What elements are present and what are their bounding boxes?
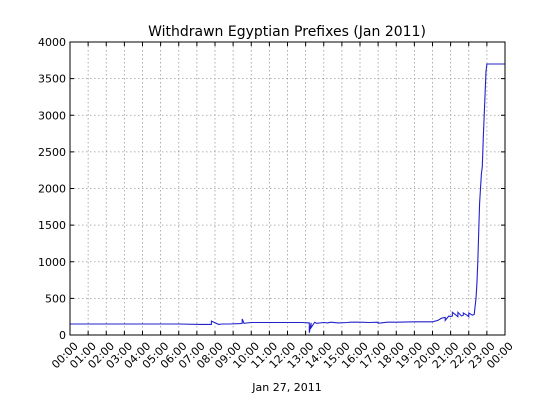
y-tick-label: 3500 (38, 73, 66, 86)
y-tick-label: 1000 (38, 256, 66, 269)
x-axis: 00:0001:0002:0003:0004:0005:0006:0007:00… (49, 42, 516, 371)
grid-lines (70, 42, 505, 335)
y-tick-label: 500 (45, 292, 66, 305)
plot-frame (69, 41, 506, 336)
y-tick-label: 4000 (38, 36, 66, 49)
y-axis: 0 500 1000 1500 2000 2500 3000 3500 4000 (38, 36, 505, 342)
y-tick-label: 2000 (38, 183, 66, 196)
series-line (70, 63, 505, 333)
y-tick-label: 3000 (38, 109, 66, 122)
y-tick-label: 2500 (38, 146, 66, 159)
chart-title: Withdrawn Egyptian Prefixes (Jan 2011) (148, 24, 426, 40)
y-tick-label: 0 (59, 329, 66, 342)
y-tick-label: 1500 (38, 219, 66, 232)
x-axis-label: Jan 27, 2011 (251, 381, 321, 394)
series-layer (70, 63, 505, 333)
